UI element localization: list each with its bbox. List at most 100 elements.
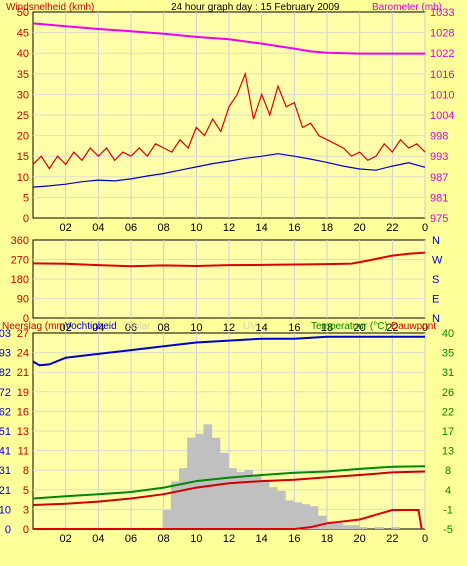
solar-bar — [391, 527, 400, 529]
y-tick-dir: 90 — [17, 294, 29, 306]
x-tick-label: 20 — [354, 222, 366, 234]
x-tick-label: 22 — [386, 322, 398, 334]
label-temperatuur: Temperatuur (°C) — [311, 321, 388, 332]
x-tick-label: 04 — [92, 322, 104, 334]
x-tick-label: 08 — [158, 322, 170, 334]
y-tick-temp: 26 — [442, 387, 454, 399]
x-tick-label: 08 — [158, 222, 170, 234]
x-tick-label: 14 — [256, 322, 268, 334]
y-tick-compass: N — [432, 235, 440, 247]
solar-bar — [268, 487, 278, 529]
y-tick-hum: 0 — [5, 524, 11, 536]
x-tick-label: 06 — [125, 322, 137, 334]
y-tick-hum: 62 — [0, 406, 11, 418]
p1-left-ticks: 0 5 10 15 20 25 30 35 40 45 50 — [17, 7, 29, 225]
y-tick-hum: 10 — [0, 504, 11, 516]
solar-bar — [375, 527, 384, 529]
y-tick-temp: -1 — [443, 504, 453, 516]
solar-bar — [326, 521, 335, 529]
x-tick-label: 04 — [92, 222, 104, 234]
solar-bar — [358, 527, 368, 529]
solar-bar — [170, 481, 180, 529]
y-tick-baro: 1028 — [430, 28, 454, 40]
y-tick-rain: 0 — [23, 524, 29, 536]
x-tick-label: 02 — [60, 533, 72, 545]
solar-bar — [219, 452, 229, 529]
y-tick-wind: 50 — [17, 7, 29, 19]
y-tick-hum: 82 — [0, 367, 11, 379]
y-tick-compass: E — [432, 294, 439, 306]
y-tick-wind: 40 — [17, 48, 29, 60]
solar-bar — [252, 475, 262, 529]
y-tick-hum: 31 — [0, 465, 11, 477]
y-tick-rain: 27 — [17, 328, 29, 340]
solar-bar — [277, 490, 286, 529]
y-tick-baro: 981 — [430, 192, 448, 204]
y-tick-baro: 1010 — [430, 89, 454, 101]
x-tick-label: 06 — [125, 533, 137, 545]
solar-bar — [301, 504, 311, 529]
y-tick-hum: 21 — [0, 485, 11, 497]
label-neerslag: Neerslag (mm — [2, 321, 65, 332]
solar-bar — [211, 437, 221, 529]
series-dew — [32, 470, 426, 506]
label-windsnelheid: Windsnelheid (kmh) — [6, 2, 94, 13]
y-tick-temp: 22 — [442, 406, 454, 418]
y-tick-dir: 0 — [23, 313, 29, 325]
solar-bar — [309, 506, 319, 529]
solar-bar — [187, 437, 196, 529]
label-dauwpunt: Dauwpunt — [391, 321, 436, 332]
solar-bar — [260, 479, 270, 529]
label-uv: UV — [243, 321, 257, 332]
solar-bar — [244, 470, 253, 529]
y-tick-baro: 1033 — [430, 7, 454, 19]
y-tick-rain: 11 — [18, 446, 29, 458]
x-tick-label: 22 — [386, 222, 398, 234]
x-tick-label: 16 — [288, 533, 300, 545]
x-tick-label: 14 — [256, 533, 268, 545]
solar-bar — [334, 523, 343, 529]
y-tick-wind: 0 — [23, 213, 29, 225]
y-tick-rain: 16 — [17, 406, 29, 418]
solar-bar — [342, 525, 351, 529]
solar-bar — [317, 515, 327, 529]
p1-x-ticks: 02 04 06 08 10 12 14 16 18 20 22 0 — [60, 222, 429, 234]
y-tick-baro: 998 — [430, 131, 448, 143]
y-tick-dir: 360 — [11, 235, 29, 247]
x-tick-label: 20 — [354, 322, 366, 334]
y-tick-temp: 40 — [442, 328, 454, 340]
y-tick-temp: 4 — [445, 485, 451, 497]
series-avg — [32, 153, 426, 188]
y-tick-dir: 270 — [11, 255, 29, 267]
y-tick-baro: 993 — [430, 151, 448, 163]
y-tick-rain: 21 — [17, 367, 29, 379]
x-tick-label: 18 — [321, 533, 333, 545]
chart-title: 24 hour graph day : 15 February 2009 — [171, 2, 340, 13]
x-tick-label: 10 — [190, 533, 202, 545]
p1-series — [32, 22, 426, 188]
y-tick-temp: 35 — [442, 348, 454, 360]
y-tick-wind: 5 — [23, 192, 29, 204]
series-dir — [32, 251, 426, 268]
y-tick-rain: 24 — [17, 348, 29, 360]
y-tick-hum: 51 — [0, 426, 11, 438]
label-vochtigheid: Vochtigheid — [65, 321, 117, 332]
solar-bar — [228, 468, 237, 529]
x-tick-label: 12 — [223, 533, 235, 545]
y-tick-baro: 975 — [430, 213, 448, 225]
solar-bar — [236, 471, 245, 529]
x-tick-label: 02 — [60, 322, 72, 334]
x-tick-label: 10 — [190, 322, 202, 334]
solar-bar — [203, 424, 213, 529]
x-tick-label: 10 — [190, 222, 202, 234]
solar-bar — [162, 509, 172, 529]
x-tick-label: 14 — [256, 222, 268, 234]
x-tick-label: 18 — [321, 322, 333, 334]
y-tick-temp: -5 — [443, 524, 453, 536]
y-tick-compass: S — [432, 274, 439, 286]
y-tick-wind: 25 — [17, 110, 29, 122]
x-tick-label: 20 — [354, 533, 366, 545]
y-tick-wind: 10 — [17, 172, 29, 184]
